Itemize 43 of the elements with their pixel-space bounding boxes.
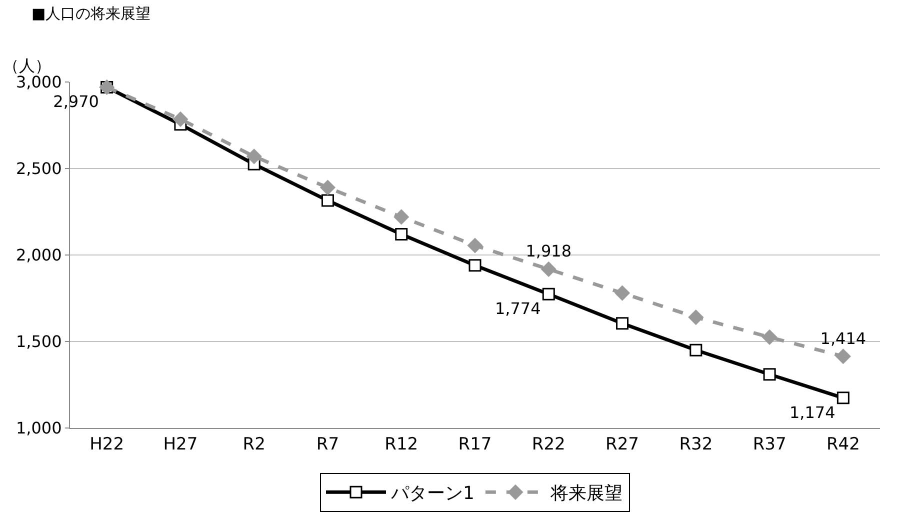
x-tick-label: R42 [826, 434, 860, 454]
x-tick-label: R2 [242, 434, 266, 454]
x-tick-label: R27 [606, 434, 639, 454]
point [763, 368, 776, 381]
y-tick-label: 2,000 [16, 246, 62, 265]
x-tick-label: R7 [316, 434, 340, 454]
point [172, 111, 188, 127]
point [246, 148, 262, 164]
point [320, 180, 336, 196]
point [614, 285, 630, 301]
point [835, 348, 851, 364]
point [616, 317, 629, 330]
point [542, 288, 555, 300]
point [690, 344, 702, 356]
y-axis-title: （人） [3, 56, 51, 75]
x-tick-label: R22 [532, 434, 566, 454]
legend-label: 将来展望 [549, 483, 622, 504]
y-tick-label: 1,500 [16, 332, 62, 352]
x-tick-label: R17 [458, 434, 492, 454]
y-tick-label: 1,000 [16, 418, 62, 438]
point [762, 329, 778, 345]
point [395, 228, 408, 240]
x-tick-label: R12 [384, 434, 418, 454]
data-label: 1,918 [526, 242, 572, 261]
data-label: 1,414 [820, 328, 866, 348]
point [468, 259, 482, 272]
point [688, 309, 704, 326]
legend-label: パターン1 [390, 483, 474, 504]
x-tick-label: H22 [90, 434, 124, 454]
data-label: 1,174 [789, 402, 836, 422]
x-tick-label: R32 [679, 434, 713, 454]
chart-title: ■人口の将来展望 [32, 4, 151, 22]
point [394, 209, 410, 225]
y-tick-label: 2,500 [16, 159, 62, 178]
point [540, 261, 556, 277]
data-label: 2,970 [53, 92, 99, 112]
point [321, 194, 334, 207]
y-tick-label: 3,000 [16, 72, 62, 92]
point [467, 238, 483, 254]
point [836, 392, 850, 404]
data-label: 1,774 [494, 298, 541, 318]
x-tick-label: H27 [163, 434, 198, 454]
x-tick-label: R37 [752, 434, 786, 454]
